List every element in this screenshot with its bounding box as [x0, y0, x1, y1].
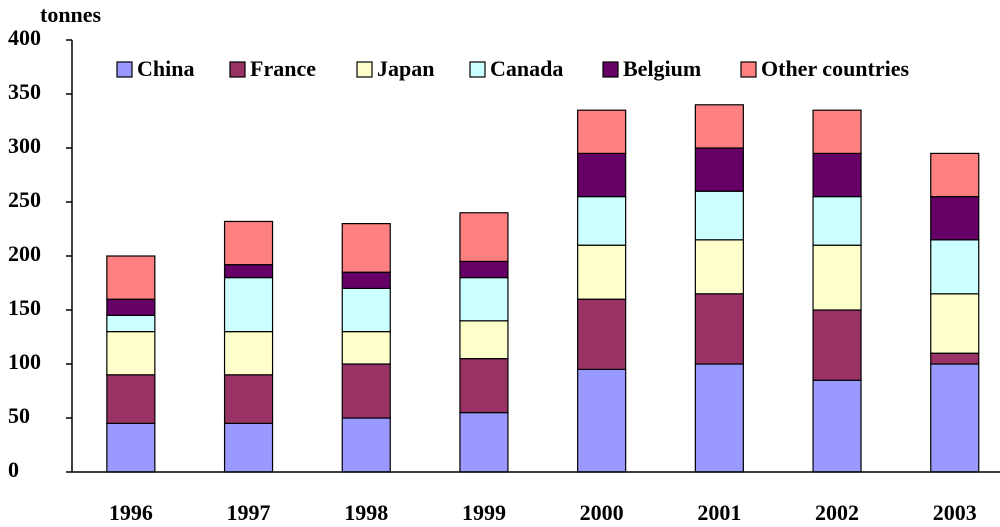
y-tick-label: 0 — [8, 457, 19, 482]
bar-segment — [106, 314, 156, 333]
x-tick-label: 2000 — [580, 500, 624, 525]
x-tick-label: 1999 — [462, 500, 506, 525]
bar-segment — [459, 277, 509, 322]
bar-segment — [577, 298, 627, 371]
bar-segment — [106, 255, 156, 300]
x-tick-label: 1998 — [344, 500, 388, 525]
bar-segment — [459, 358, 509, 414]
legend-label: China — [137, 56, 194, 81]
y-tick-label: 50 — [8, 403, 30, 428]
bar-segment — [694, 363, 744, 473]
bar-segment — [459, 412, 509, 473]
bar-segment — [577, 152, 627, 198]
legend-swatch — [469, 61, 486, 78]
bar-segment — [694, 239, 744, 295]
y-tick-label: 200 — [8, 241, 41, 266]
bar-segment — [694, 293, 744, 365]
legend-swatch — [602, 61, 619, 78]
bar-segment — [223, 422, 274, 473]
bar-segment — [223, 374, 274, 424]
bar-segment — [341, 363, 391, 419]
y-tick-label: 300 — [8, 133, 41, 158]
legend-swatch — [356, 61, 373, 78]
y-axis-label: tonnes — [40, 2, 102, 27]
x-tick-label: 1996 — [109, 500, 153, 525]
y-tick-label: 350 — [8, 79, 41, 104]
bar-segment — [106, 331, 156, 376]
bar-segment — [577, 244, 627, 300]
bar-segment — [694, 147, 744, 192]
bar-segment — [106, 422, 156, 473]
legend-swatch — [740, 61, 757, 78]
bar-segment — [930, 363, 980, 473]
bar-segment — [812, 152, 862, 198]
bar-segment — [106, 374, 156, 424]
bar-segment — [812, 309, 862, 381]
bar-segment — [223, 220, 274, 266]
x-tick-label: 1997 — [227, 500, 271, 525]
bar-segment — [106, 298, 156, 317]
bar-segment — [694, 190, 744, 241]
bar-segment — [930, 352, 980, 365]
bar-segment — [223, 331, 274, 376]
legend-label: France — [250, 56, 316, 81]
legend-swatch — [116, 61, 133, 78]
bar-segment — [459, 212, 509, 263]
y-tick-label: 100 — [8, 349, 41, 374]
bar-segment — [223, 277, 274, 333]
bar-segment — [812, 196, 862, 246]
bar-segment — [930, 293, 980, 354]
x-tick-label: 2003 — [933, 500, 977, 525]
bar-segment — [930, 196, 980, 241]
bar-segment — [577, 196, 627, 246]
y-tick-label: 250 — [8, 187, 41, 212]
bar-segment — [341, 287, 391, 333]
x-tick-label: 2002 — [815, 500, 859, 525]
bar-segment — [341, 223, 391, 273]
bar-segment — [577, 368, 627, 473]
bar-segment — [812, 379, 862, 473]
bar-segment — [577, 109, 627, 154]
bar-segment — [341, 271, 391, 290]
legend-label: Belgium — [623, 56, 701, 81]
legend-label: Canada — [490, 56, 563, 81]
legend-label: Japan — [377, 56, 434, 81]
bar-segment — [459, 260, 509, 279]
y-tick-label: 150 — [8, 295, 41, 320]
legend-label: Other countries — [761, 56, 910, 81]
bar-segment — [930, 239, 980, 295]
legend-swatch — [229, 61, 246, 78]
bar-segment — [694, 104, 744, 149]
bar-segment — [223, 264, 274, 279]
bar-segment — [459, 320, 509, 360]
bar-segment — [930, 152, 980, 198]
y-tick-label: 400 — [8, 25, 41, 50]
x-tick-label: 2001 — [697, 500, 741, 525]
bar-segment — [812, 244, 862, 311]
bar-segment — [341, 331, 391, 365]
bar-segment — [812, 109, 862, 154]
bar-segment — [341, 417, 391, 473]
